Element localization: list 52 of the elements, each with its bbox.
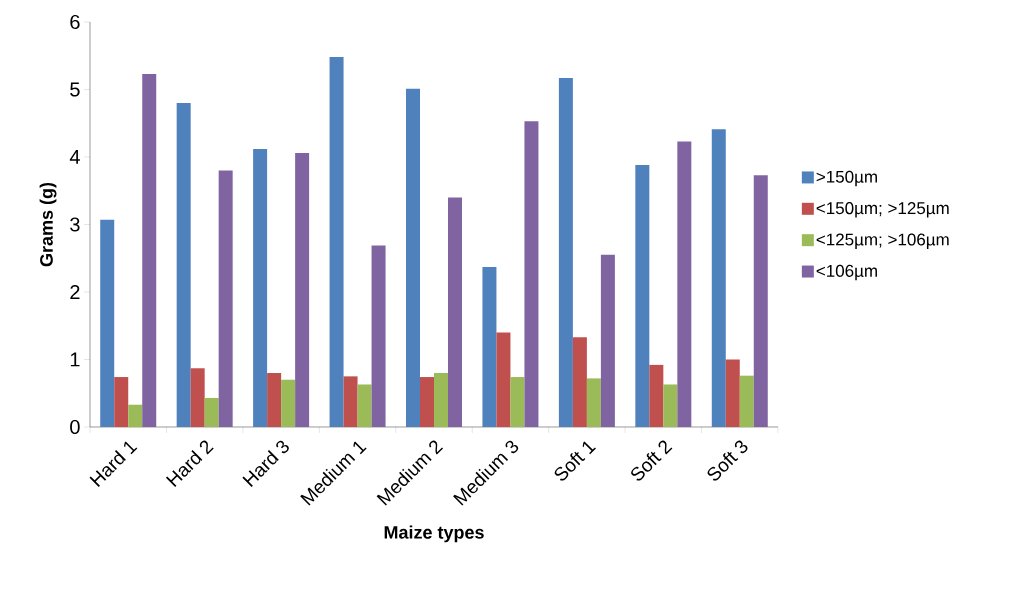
bar (190, 368, 205, 427)
bar (510, 377, 525, 427)
bar (420, 377, 434, 427)
bar (267, 372, 282, 427)
bar (663, 384, 678, 427)
bar (329, 57, 344, 427)
legend-label: <150µm; >125µm (816, 202, 949, 218)
bar (281, 379, 296, 427)
y-tick-label: 4 (69, 150, 80, 164)
bar (357, 384, 372, 427)
bar (204, 397, 219, 427)
bar (558, 78, 573, 427)
y-tick-label: 3 (70, 217, 80, 232)
bar (253, 148, 268, 427)
bar (482, 267, 497, 427)
bar (176, 103, 191, 427)
y-tick-label: 1 (70, 352, 80, 367)
bar (753, 175, 768, 427)
bar (524, 121, 539, 427)
bar (343, 376, 358, 427)
y-tick-label: 6 (70, 14, 80, 30)
y-tick-label: 0 (70, 419, 80, 435)
bar (100, 219, 115, 427)
bar (649, 364, 664, 427)
bar (600, 254, 615, 427)
y-tick-label: 5 (70, 82, 80, 97)
bar (448, 197, 462, 427)
bar (142, 73, 157, 427)
legend-label: <125µm; >106µm (816, 233, 949, 249)
bar (371, 245, 386, 427)
bar (725, 359, 740, 427)
bar (295, 152, 310, 427)
x-tick-label: Soft 1 (554, 441, 596, 481)
legend-label: <106µm (816, 264, 877, 281)
bar (677, 141, 692, 427)
bar (434, 372, 448, 427)
bar (635, 165, 650, 427)
bar (739, 375, 754, 427)
y-axis-title: Grams (g) (39, 182, 57, 267)
x-tick-label: Soft 3 (707, 440, 748, 481)
bar (711, 129, 726, 427)
bar (128, 404, 143, 427)
legend-label: >150µm (816, 170, 877, 187)
bar (586, 378, 601, 427)
bar (218, 170, 233, 427)
bar (114, 377, 129, 427)
bar (572, 337, 587, 427)
x-tick-label: Soft 2 (631, 440, 673, 481)
y-tick-label: 2 (70, 285, 80, 299)
bar (496, 332, 511, 427)
bar (406, 88, 420, 427)
x-axis-title: Maize types (384, 525, 484, 543)
